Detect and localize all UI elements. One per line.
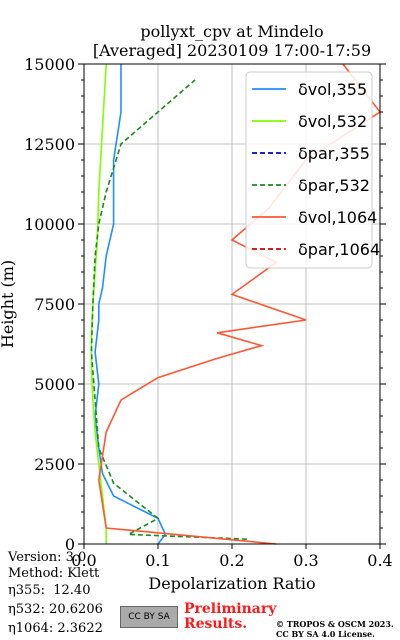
y-tick-label: 15000	[24, 55, 75, 74]
series-line-1	[90, 63, 107, 544]
legend-box	[245, 71, 373, 269]
legend-entry: δpar,532	[298, 176, 370, 195]
series-line-0	[94, 64, 167, 545]
eta532-text: η532: 20.6206	[8, 602, 103, 617]
legend-entry: δvol,355	[298, 80, 367, 99]
legend-entry: δpar,355	[298, 144, 370, 163]
y-tick-label: 2500	[34, 455, 75, 474]
chart-subtitle: [Averaged] 20230109 17:00-17:59	[92, 41, 372, 60]
preliminary-line1: Preliminary	[184, 601, 277, 617]
eta355-text: η355: 12.40	[8, 583, 91, 598]
legend-entry: δpar,1064	[298, 240, 380, 259]
x-axis-label: Depolarization Ratio	[148, 574, 315, 593]
version-text: Version: 3.0	[8, 550, 87, 565]
y-tick-label: 10000	[24, 215, 75, 234]
x-tick-label: 0.4	[367, 551, 392, 570]
y-axis-label: Height (m)	[0, 260, 17, 348]
copyright-line1: © TROPOS & OSCM 2023.	[276, 619, 394, 629]
x-tick-label: 0.3	[293, 551, 318, 570]
copyright-line2: CC BY SA 4.0 License.	[276, 629, 375, 639]
x-tick-label: 0.2	[219, 551, 244, 570]
preliminary-results: Preliminary Results.	[184, 602, 276, 632]
y-tick-label: 7500	[34, 295, 75, 314]
x-tick-label: 0.0	[71, 551, 96, 570]
cc-license-badge: CC BY SA	[120, 606, 178, 628]
series-line-3	[90, 79, 247, 540]
preliminary-line2: Results.	[184, 616, 248, 632]
copyright-notice: © TROPOS & OSCM 2023. CC BY SA 4.0 Licen…	[276, 619, 394, 639]
legend-entry: δvol,1064	[298, 208, 377, 227]
eta1064-text: η1064: 2.3622	[8, 621, 103, 636]
legend-entry: δvol,532	[298, 112, 367, 131]
y-tick-label: 0	[65, 535, 75, 554]
chart-title: pollyxt_cpv at Mindelo	[140, 22, 324, 41]
y-tick-label: 5000	[34, 375, 75, 394]
y-tick-label: 12500	[24, 135, 75, 154]
method-text: Method: Klett	[8, 566, 100, 581]
x-tick-label: 0.1	[145, 551, 170, 570]
